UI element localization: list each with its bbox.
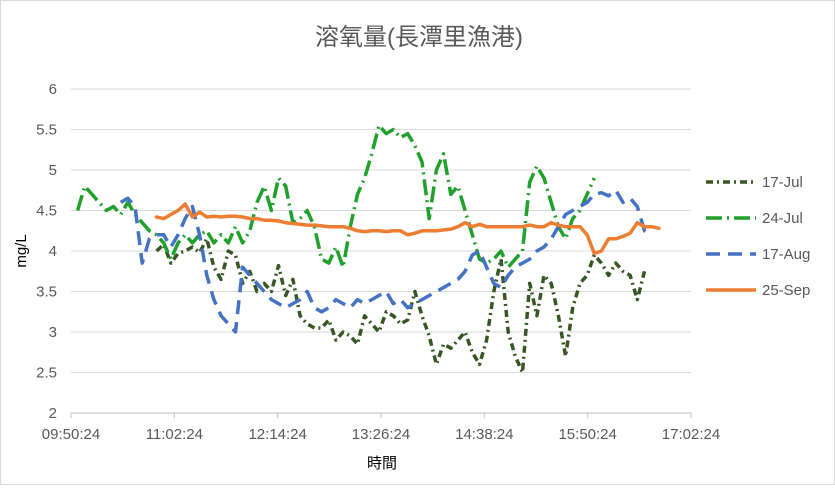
- x-tick-label: 13:26:24: [352, 426, 410, 443]
- x-tick-label: 11:02:24: [146, 426, 203, 443]
- legend-label: 24-Jul: [762, 210, 803, 227]
- series-line-25-sep: [154, 202, 661, 256]
- plot-area: [75, 123, 661, 375]
- legend: 17-Jul 24-Jul 17-Aug 25-Sep: [706, 174, 810, 299]
- x-tick-label: 09:50:24: [42, 426, 100, 443]
- series-line-24-jul: [75, 123, 596, 269]
- x-axis: 09:50:24 11:02:24 12:14:24 13:26:24 14:38:24…: [42, 413, 720, 443]
- y-axis: 2 2.5 3 3.5 4 4.5 5 5.5 6: [36, 81, 57, 422]
- x-tick-label: 17:02:24: [662, 426, 720, 443]
- x-tick-label: 14:38:24: [455, 426, 513, 443]
- legend-label: 17-Jul: [762, 174, 803, 191]
- legend-label: 25-Sep: [762, 282, 810, 299]
- y-tick-label: 5: [49, 162, 57, 179]
- y-tick-label: 3.5: [36, 284, 57, 301]
- series-line-17-jul: [155, 237, 647, 375]
- y-tick-label: 2: [49, 405, 57, 422]
- series-line-17-aug: [119, 188, 653, 334]
- y-tick-label: 3: [49, 324, 57, 341]
- x-tick-label: 12:14:24: [248, 426, 306, 443]
- y-axis-title: mg/L: [13, 234, 30, 267]
- y-tick-label: 5.5: [36, 122, 57, 139]
- x-tick-label: 15:50:24: [558, 426, 616, 443]
- y-tick-label: 4.5: [36, 203, 57, 220]
- y-tick-label: 4: [49, 243, 57, 260]
- x-axis-title: 時間: [367, 455, 397, 472]
- chart-title: 溶氧量(長潭里漁港): [315, 24, 523, 51]
- y-tick-label: 6: [49, 81, 57, 98]
- legend-label: 17-Aug: [762, 246, 810, 263]
- y-tick-label: 2.5: [36, 365, 57, 382]
